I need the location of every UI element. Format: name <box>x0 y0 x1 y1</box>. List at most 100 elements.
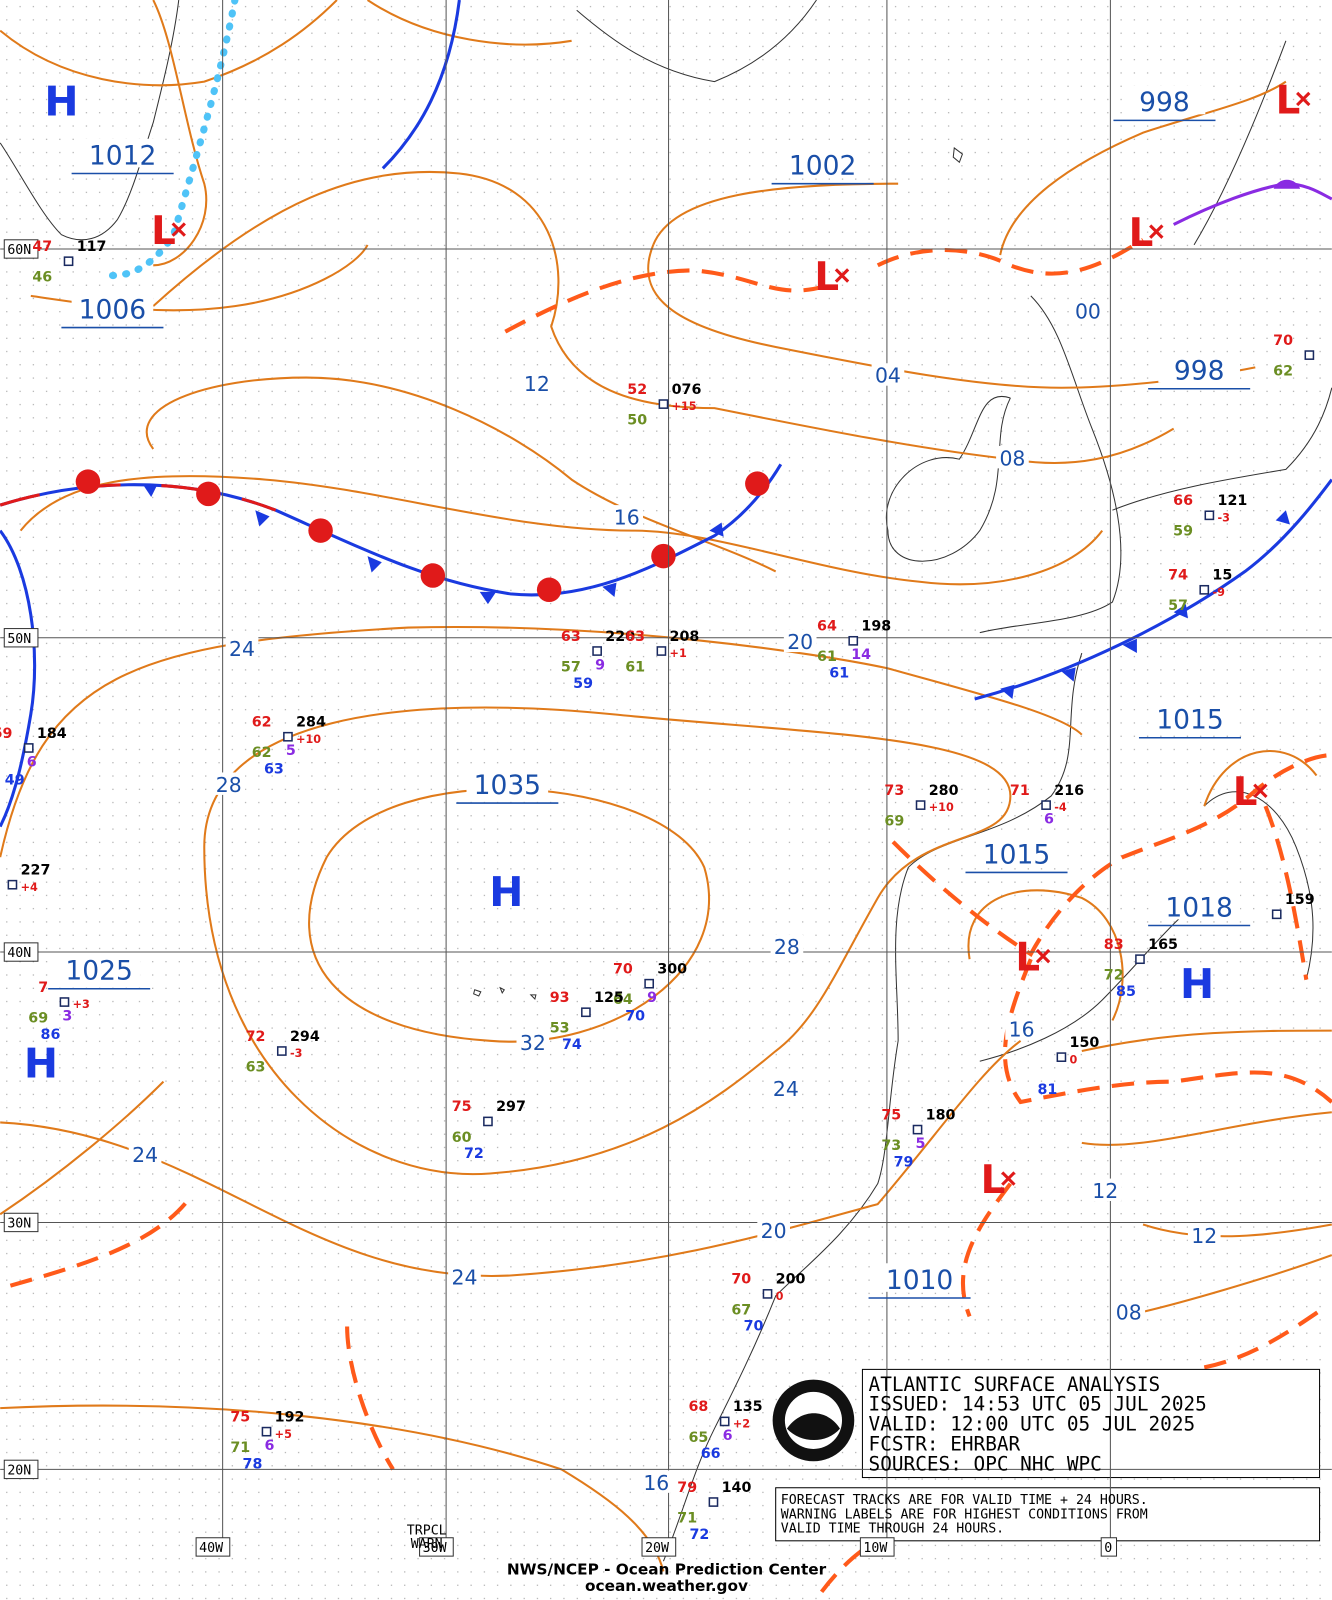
station-marker <box>644 978 655 989</box>
isobar-label-bg <box>639 1470 673 1493</box>
station-swell: 85 <box>1116 984 1136 1000</box>
isobar-label-bg <box>769 1076 803 1099</box>
isobar-label-small: 04 <box>875 364 901 388</box>
isobar-label-small: 28 <box>774 935 800 959</box>
station-dewpoint: 65 <box>688 1430 708 1446</box>
station-swell: 72 <box>464 1146 484 1162</box>
station-tendency: +10 <box>929 801 954 814</box>
isobar-label-bg <box>783 629 817 653</box>
isobar-label: 1006 <box>79 294 146 325</box>
low-center-mark <box>1149 224 1164 239</box>
isobar-label: 1025 <box>65 956 132 987</box>
station-swell: 81 <box>1037 1082 1057 1098</box>
station-pressure: 216 <box>1054 783 1084 799</box>
station-marker <box>483 1116 493 1127</box>
info-box <box>772 1368 1321 1542</box>
station-temp: 59 <box>0 726 12 742</box>
isobar-label-small: 16 <box>614 505 640 529</box>
station-temp: 71 <box>1010 783 1030 799</box>
station-swell: 59 <box>573 676 593 692</box>
lat-label: 30N <box>7 1217 31 1232</box>
station-wave: 3 <box>62 1008 72 1024</box>
station-wave: 6 <box>264 1438 274 1454</box>
station-marker <box>848 635 859 646</box>
high-center: H <box>44 77 78 125</box>
info-line: VALID: 12:00 UTC 05 JUL 2025 <box>869 1413 1196 1436</box>
station-marker <box>1041 800 1051 810</box>
station-pressure: 165 <box>1148 937 1178 953</box>
isobar-label: 998 <box>1139 87 1190 118</box>
station-dewpoint: 72 <box>1104 968 1124 984</box>
station-temp: 66 <box>1173 493 1193 509</box>
lat-label: 60N <box>7 243 31 258</box>
lon-label: 40W <box>199 1541 223 1556</box>
station-temp: 73 <box>884 783 904 799</box>
station-temp: 63 <box>561 629 581 645</box>
isobar-label-small: 16 <box>643 1471 669 1495</box>
isobar-label: 1035 <box>474 770 541 801</box>
lon-label: 0 <box>1104 1541 1112 1556</box>
low-center-mark <box>1253 783 1268 799</box>
isobar-label-small: 12 <box>1092 1179 1118 1203</box>
isobar-label: 1012 <box>89 140 156 171</box>
station-wave: 6 <box>1044 811 1054 827</box>
station-marker <box>581 1007 591 1018</box>
station-temp: 64 <box>817 619 837 635</box>
station-tendency: +10 <box>296 733 321 746</box>
station-pressure: 208 <box>670 629 700 645</box>
station-dewpoint: 61 <box>817 649 837 665</box>
station-temp: 7 <box>38 980 48 996</box>
isobar-label-bg <box>770 934 804 958</box>
station-swell: 79 <box>894 1154 914 1170</box>
lon-label-box <box>195 1537 231 1557</box>
info-line: SOURCES: OPC NHC WPC <box>869 1452 1102 1475</box>
station-pressure: 125 <box>594 990 624 1006</box>
tropical-label: WARN <box>411 1537 443 1552</box>
station-temp: 70 <box>731 1272 751 1288</box>
info-line: ATLANTIC SURFACE ANALYSIS <box>869 1373 1161 1396</box>
isobar-label-bg <box>520 371 554 394</box>
lon-label-box <box>419 1537 454 1557</box>
station-swell: 63 <box>264 761 284 777</box>
station-marker <box>276 1046 287 1056</box>
station-temp: 70 <box>613 961 633 977</box>
station-marker <box>1204 510 1215 521</box>
notice-line: VALID TIME THROUGH 24 HOURS. <box>781 1522 1004 1537</box>
station-tendency: +4 <box>21 881 38 894</box>
isobar-label-bg <box>225 636 259 660</box>
isobar-label-bg <box>781 148 864 178</box>
isobar-label-bg <box>1123 85 1206 115</box>
station-marker <box>7 879 18 890</box>
station-tendency: 0 <box>1070 1053 1078 1066</box>
station-marker <box>762 1289 773 1299</box>
lat-label-box <box>3 239 39 259</box>
station-dewpoint: 53 <box>550 1021 570 1037</box>
isobar-label-bg <box>212 772 246 795</box>
station-pressure: 159 <box>1285 892 1315 908</box>
station-pressure: 135 <box>733 1399 763 1415</box>
station-pressure: 150 <box>1070 1035 1100 1051</box>
isobar-label-small: 12 <box>1191 1224 1217 1248</box>
info-box-frame <box>861 1368 1321 1479</box>
isobar-label-bg <box>466 768 549 797</box>
low-center: L <box>1276 78 1301 123</box>
station-wave: 9 <box>595 657 605 673</box>
isobar-label-bg <box>1187 1223 1221 1246</box>
station-dewpoint: 62 <box>1273 364 1293 380</box>
station-pressure: 140 <box>722 1480 752 1496</box>
isobar-label-small: 28 <box>216 773 242 797</box>
station-pressure: 227 <box>21 862 51 878</box>
station-temp: 70 <box>1273 333 1293 349</box>
station-temp: 47 <box>32 239 52 255</box>
station-dewpoint: 60 <box>452 1130 472 1146</box>
isobar-label-small: 24 <box>451 1266 477 1290</box>
footer-line: ocean.weather.gov <box>585 1577 748 1595</box>
station-pressure: 300 <box>657 961 687 977</box>
notice-line: WARNING LABELS ARE FOR HIGHEST CONDITION… <box>781 1507 1148 1522</box>
isobar-label-small: 12 <box>524 372 550 396</box>
isobar-label: 998 <box>1174 356 1225 387</box>
isobar-label-bg <box>871 363 905 386</box>
station-wave: 5 <box>915 1136 925 1152</box>
